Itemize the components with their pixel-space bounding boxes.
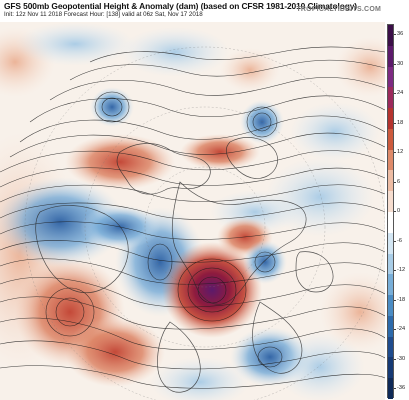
colorbar-segment — [388, 149, 393, 171]
height-contours — [0, 46, 385, 389]
colorbar-segment — [388, 212, 393, 234]
colorbar-tick — [394, 181, 396, 183]
colorbar-tick — [394, 329, 396, 330]
colorbar-label: -30 — [397, 355, 406, 362]
colorbar-segment — [388, 25, 393, 47]
colorbar-label: 18 — [397, 119, 404, 126]
colorbar-label: -18 — [397, 296, 406, 303]
lat-circles — [24, 46, 385, 400]
colorbar-tick — [394, 122, 396, 124]
colorbar-label: -6 — [397, 237, 402, 244]
colorbar-tick — [394, 34, 396, 35]
colorbar-segment — [388, 45, 393, 68]
colorbar-label: 24 — [397, 90, 404, 96]
colorbar-segment — [388, 66, 393, 88]
colorbar-segment — [388, 357, 393, 379]
anomaly-map-svg — [0, 22, 385, 400]
colorbar-tick — [394, 93, 396, 94]
colorbar-label: -24 — [397, 326, 406, 332]
colorbar-tick — [394, 211, 396, 212]
colorbar-tick — [394, 270, 396, 271]
map-header: GFS 500mb Geopotential Height & Anomaly … — [0, 0, 409, 22]
anomaly-colorbar: 36 30 24 18 12 6 0 -6 -12 -18 -24 -30 -3… — [387, 24, 409, 400]
colorbar-label: -12 — [397, 267, 406, 273]
colorbar-tick — [394, 152, 396, 153]
colorbar-label: 30 — [397, 60, 404, 67]
map-title: GFS 500mb Geopotential Height & Anomaly … — [4, 1, 357, 11]
colorbar-label: 6 — [397, 178, 401, 185]
colorbar-label: 12 — [397, 149, 404, 155]
coastlines — [35, 137, 334, 393]
polar-map — [0, 22, 385, 400]
anomaly-fields — [0, 22, 385, 400]
colorbar-segment — [388, 378, 393, 400]
colorbar-strip — [387, 24, 394, 400]
colorbar-segment — [388, 253, 393, 275]
colorbar-segment — [388, 336, 393, 358]
colorbar-tick — [394, 358, 396, 360]
colorbar-label: 36 — [397, 31, 404, 37]
colorbar-segment — [388, 295, 393, 317]
colorbar-segment — [388, 315, 393, 338]
colorbar-segment — [388, 191, 393, 213]
colorbar-segment — [388, 108, 393, 130]
colorbar-label: 0 — [397, 208, 401, 214]
colorbar-segment — [388, 274, 393, 296]
colorbar-segment — [388, 232, 393, 255]
colorbar-tick — [394, 299, 396, 301]
colorbar-tick — [394, 388, 396, 389]
map-subtitle: Init: 12z Nov 11 2018 Forecast Hour: [13… — [4, 11, 203, 18]
colorbar-segment — [388, 87, 393, 109]
colorbar-tick — [394, 63, 396, 65]
colorbar-tick — [394, 240, 396, 242]
brand-watermark: TROPICALTIDBITS.COM — [296, 6, 381, 13]
colorbar-label: -36 — [397, 385, 406, 391]
colorbar-segment — [388, 170, 393, 192]
colorbar-segment — [388, 128, 393, 151]
